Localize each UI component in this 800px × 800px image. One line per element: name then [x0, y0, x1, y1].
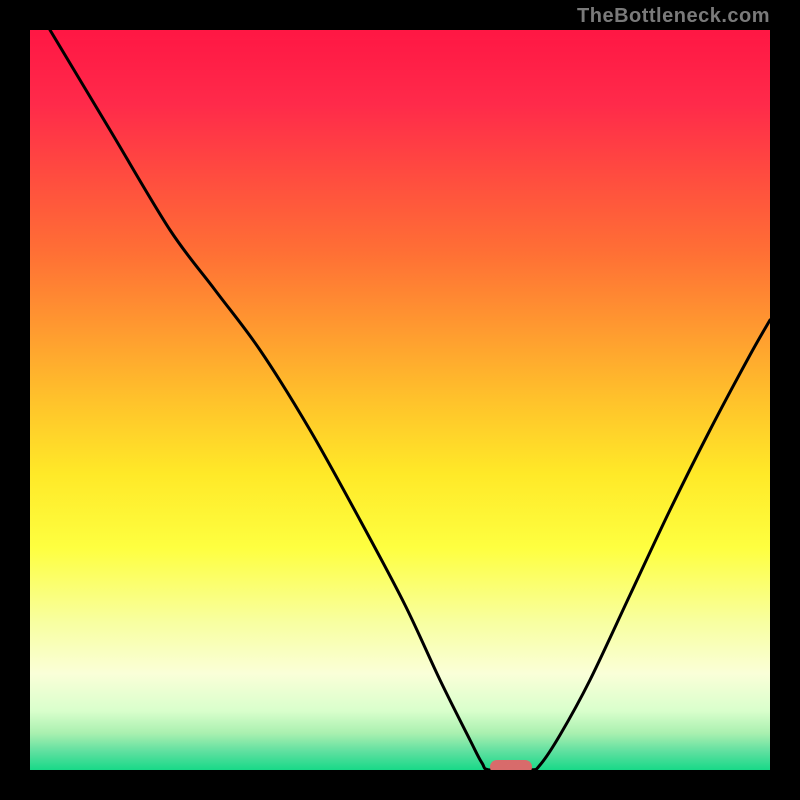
optimal-marker: [490, 760, 532, 770]
chart-curve: [30, 30, 770, 770]
bottleneck-chart: [30, 30, 770, 770]
watermark-text: TheBottleneck.com: [577, 5, 770, 28]
